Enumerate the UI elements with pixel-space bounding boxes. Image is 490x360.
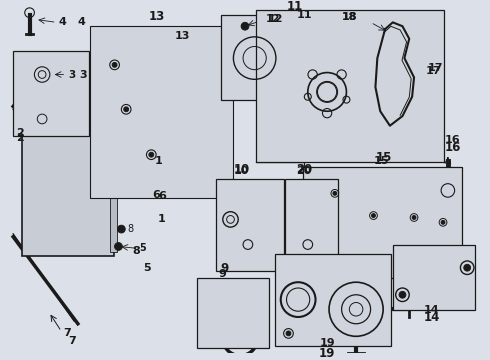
Text: 13: 13 <box>174 31 190 41</box>
Text: 9: 9 <box>220 262 228 275</box>
Text: 7: 7 <box>68 336 76 346</box>
Text: 1: 1 <box>154 157 162 166</box>
Bar <box>110 117 117 252</box>
Circle shape <box>333 192 337 195</box>
Text: 14: 14 <box>424 311 440 324</box>
Circle shape <box>286 331 291 336</box>
Text: 5: 5 <box>144 263 151 273</box>
Text: 16: 16 <box>445 135 461 145</box>
Text: 13: 13 <box>148 10 165 23</box>
Text: 17: 17 <box>428 63 443 73</box>
Text: 8: 8 <box>127 224 133 234</box>
Text: 20: 20 <box>296 166 312 176</box>
Bar <box>221 15 308 100</box>
Circle shape <box>124 107 128 112</box>
Text: 6: 6 <box>152 190 160 200</box>
Circle shape <box>399 291 406 298</box>
Text: 10: 10 <box>233 166 249 176</box>
Bar <box>303 167 463 278</box>
Text: 20: 20 <box>296 163 313 176</box>
Circle shape <box>112 62 117 67</box>
Text: 18: 18 <box>342 12 357 22</box>
Circle shape <box>412 216 416 219</box>
Text: 9: 9 <box>218 269 226 279</box>
Circle shape <box>118 225 125 233</box>
Text: 7: 7 <box>63 328 71 338</box>
Text: 3: 3 <box>80 69 87 80</box>
Bar <box>393 244 475 310</box>
Text: 11: 11 <box>287 0 303 13</box>
Text: 12: 12 <box>266 14 281 24</box>
Text: 8: 8 <box>132 246 140 256</box>
Circle shape <box>115 243 122 250</box>
Bar <box>13 51 89 136</box>
Text: 17: 17 <box>426 66 441 76</box>
Text: 14: 14 <box>424 305 440 315</box>
Text: 15: 15 <box>375 151 392 164</box>
Bar <box>216 179 284 271</box>
Text: 6: 6 <box>158 191 166 201</box>
Text: 16: 16 <box>445 141 462 154</box>
Text: 4: 4 <box>78 17 86 27</box>
Text: 11: 11 <box>296 10 312 20</box>
Text: 19: 19 <box>319 338 335 348</box>
Circle shape <box>149 152 154 157</box>
Bar <box>91 26 233 198</box>
Text: 2: 2 <box>16 129 24 139</box>
Bar <box>22 113 114 256</box>
Text: 3: 3 <box>68 69 75 80</box>
Bar <box>285 179 338 271</box>
Text: 10: 10 <box>233 163 250 176</box>
Circle shape <box>464 264 470 271</box>
Text: 18: 18 <box>342 12 357 22</box>
Bar <box>256 10 444 162</box>
Bar <box>196 278 269 348</box>
Text: 2: 2 <box>16 133 24 143</box>
Text: 15: 15 <box>373 157 389 166</box>
Circle shape <box>441 220 445 224</box>
Text: 12: 12 <box>267 14 283 24</box>
Text: 19: 19 <box>318 347 335 360</box>
Text: 4: 4 <box>59 17 67 27</box>
Circle shape <box>371 213 375 217</box>
Circle shape <box>241 22 249 30</box>
Bar <box>275 254 391 346</box>
Text: 1: 1 <box>158 215 166 224</box>
Text: 5: 5 <box>140 243 147 253</box>
